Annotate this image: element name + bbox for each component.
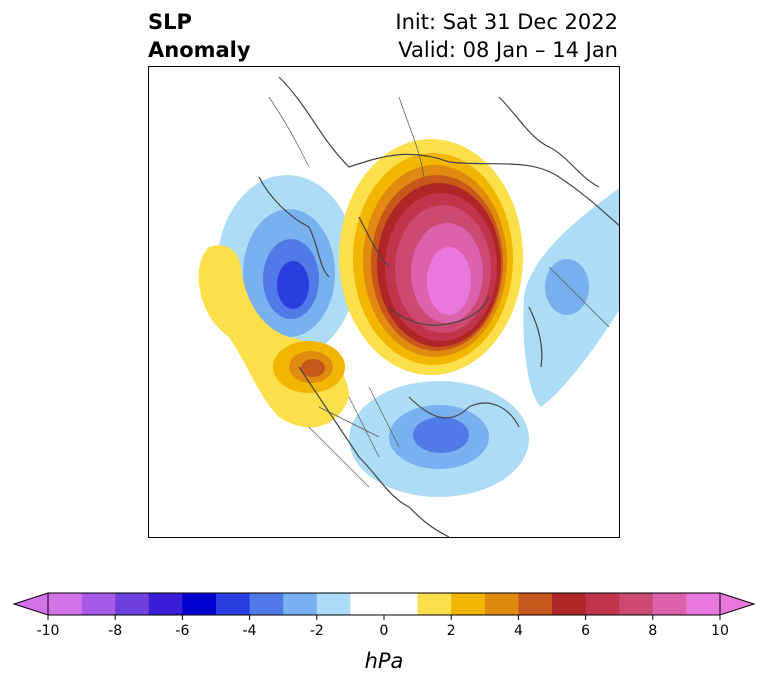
colorbar-segment (283, 593, 318, 615)
colorbar-segment (182, 593, 217, 615)
colorbar-segment (48, 593, 83, 615)
colorbar-segment (518, 593, 553, 615)
colorbar-segment (316, 593, 351, 615)
colorbar-segment (148, 593, 183, 615)
colorbar-tick-label: 2 (447, 623, 456, 639)
colorbar-tick-label: -4 (243, 623, 257, 639)
valid-range: Valid: 08 Jan – 14 Jan (398, 38, 618, 62)
colorbar-unit-label: hPa (365, 649, 404, 673)
colorbar-extend-low (12, 592, 49, 616)
colorbar-tick-label: 4 (514, 623, 523, 639)
colorbar-tick-label: 0 (380, 623, 389, 639)
colorbar-segment (585, 593, 620, 615)
colorbar-segment (652, 593, 687, 615)
title-line-2: Anomaly (148, 38, 251, 62)
colorbar: -10 -8 -6 -4 -2 0 2 4 6 8 10 hPa (12, 592, 756, 673)
colorbar-segment (686, 593, 721, 615)
political-borders (268, 96, 610, 488)
forecast-dates: Init: Sat 31 Dec 2022 Valid: 08 Jan – 14… (395, 8, 618, 64)
colorbar-segment (216, 593, 251, 615)
title-line-1: SLP (148, 10, 192, 34)
colorbar-segment (451, 593, 486, 615)
colorbar-segment (81, 593, 116, 615)
colorbar-segments (48, 593, 721, 615)
colorbar-tick-label: 8 (648, 623, 657, 639)
colorbar-segment (249, 593, 284, 615)
colorbar-tick-label: -2 (310, 623, 324, 639)
negative-anomaly-atlantic (349, 381, 529, 497)
map-title: SLP Anomaly (148, 8, 251, 64)
colorbar-tick-label: -8 (108, 623, 122, 639)
colorbar-segment (619, 593, 654, 615)
coastlines (258, 76, 619, 537)
positive-anomaly-pacific (198, 245, 349, 428)
positive-anomaly-arctic (339, 139, 523, 375)
map-panel (148, 66, 620, 538)
colorbar-tick-label: -6 (175, 623, 189, 639)
colorbar-tick-label: -10 (37, 623, 60, 639)
colorbar-tick-label: 6 (581, 623, 590, 639)
colorbar-segment (384, 593, 419, 615)
anomaly-map (198, 76, 619, 537)
colorbar-segment (350, 593, 385, 615)
colorbar-extend-high (719, 592, 756, 616)
colorbar-segment (484, 593, 519, 615)
negative-anomaly-eurasia (523, 188, 619, 407)
colorbar-tick-label: 10 (711, 623, 729, 639)
colorbar-segment (552, 593, 587, 615)
colorbar-segment (417, 593, 452, 615)
colorbar-ticks: -10 -8 -6 -4 -2 0 2 4 6 8 10 (37, 615, 729, 639)
init-date: Init: Sat 31 Dec 2022 (395, 10, 618, 34)
colorbar-segment (115, 593, 150, 615)
